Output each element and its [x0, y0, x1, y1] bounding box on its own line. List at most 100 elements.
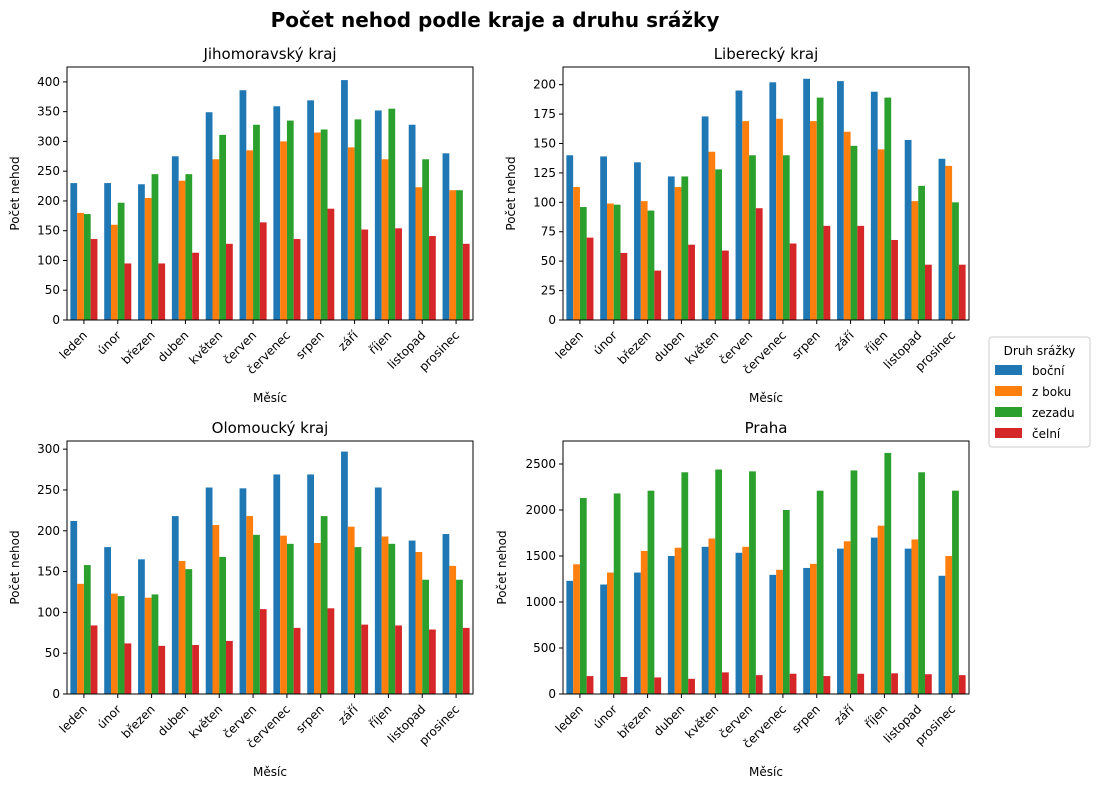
legend-box — [988, 336, 1091, 448]
x-axis-label: Měsíc — [749, 765, 783, 779]
bar — [341, 80, 348, 320]
bar — [938, 158, 946, 320]
bar — [253, 534, 260, 694]
bar — [667, 176, 675, 320]
bar — [843, 131, 851, 320]
bar — [647, 490, 655, 694]
bar — [958, 264, 966, 320]
bar — [789, 243, 797, 320]
x-axis-label: Měsíc — [253, 391, 287, 405]
x-tick-label: říjen — [862, 328, 891, 357]
bar — [918, 472, 926, 694]
bar — [341, 451, 348, 694]
x-tick-label: leden — [553, 328, 586, 361]
bar — [904, 548, 912, 694]
bar — [620, 676, 628, 694]
bar — [877, 525, 885, 694]
bar — [749, 471, 756, 694]
bar — [429, 236, 436, 320]
bar — [769, 82, 777, 320]
x-tick-label: únor — [95, 702, 124, 731]
bar — [620, 252, 628, 320]
legend-swatch — [995, 428, 1022, 438]
bar — [219, 556, 227, 694]
bar — [408, 540, 416, 694]
bar — [239, 90, 247, 320]
y-axis-label: Počet nehod — [8, 530, 22, 604]
bar — [178, 560, 186, 694]
bar — [442, 534, 450, 694]
x-tick-label: říjen — [862, 702, 891, 731]
x-tick-label: září — [831, 328, 857, 354]
bar — [415, 187, 423, 320]
bar — [674, 547, 682, 694]
bar — [891, 239, 898, 320]
bar — [722, 250, 729, 320]
bar — [138, 559, 145, 694]
bar — [449, 565, 457, 694]
bar — [911, 201, 919, 320]
x-tick-label: únor — [591, 702, 620, 731]
bar — [573, 187, 580, 320]
x-tick-label: únor — [95, 328, 124, 357]
bar — [837, 548, 844, 694]
bar — [850, 470, 858, 694]
bar — [313, 543, 321, 694]
legend-label: z boku — [1032, 385, 1071, 399]
y-tick-label: 0 — [52, 313, 60, 327]
y-axis-label: Počet nehod — [504, 156, 518, 230]
bar — [395, 625, 402, 694]
bar — [212, 159, 220, 320]
bar — [273, 474, 281, 694]
bar — [381, 159, 389, 320]
bar — [374, 110, 382, 321]
bar — [579, 498, 587, 694]
bar — [776, 118, 783, 320]
bar — [70, 183, 78, 320]
y-axis-label: Počet nehod — [495, 530, 509, 604]
bar — [226, 243, 233, 320]
bar — [809, 563, 817, 694]
bar — [803, 567, 810, 694]
bar — [769, 574, 777, 694]
bar — [462, 243, 470, 320]
bar — [151, 594, 159, 694]
bar — [110, 593, 118, 694]
bar — [117, 202, 125, 320]
bar — [667, 556, 675, 694]
bar — [640, 201, 648, 320]
bar — [654, 677, 662, 694]
bar — [449, 190, 457, 320]
bar — [144, 597, 152, 694]
bar — [945, 165, 953, 320]
y-tick-label: 100 — [37, 605, 60, 619]
bar — [843, 541, 851, 694]
bar — [442, 153, 450, 320]
y-tick-label: 1500 — [525, 549, 556, 563]
x-tick-label: září — [335, 328, 361, 354]
bar — [579, 207, 587, 320]
bar — [90, 625, 98, 694]
bar — [837, 81, 844, 321]
bar — [205, 112, 213, 321]
x-axis-label: Měsíc — [749, 391, 783, 405]
x-tick-label: květen — [186, 328, 225, 367]
bar — [110, 224, 118, 320]
bar — [83, 214, 91, 320]
bar — [273, 106, 281, 320]
bar — [327, 608, 335, 694]
bar — [381, 536, 389, 694]
x-tick-label: leden — [553, 702, 586, 735]
y-tick-label: 250 — [37, 164, 60, 178]
bar — [354, 547, 362, 694]
bar — [83, 565, 91, 694]
x-tick-label: březen — [119, 702, 158, 741]
bar — [124, 263, 132, 320]
bar — [171, 516, 179, 694]
bar — [573, 564, 580, 694]
x-tick-label: květen — [682, 328, 721, 367]
y-tick-label: 150 — [533, 136, 556, 150]
bar — [395, 228, 402, 320]
bar — [456, 579, 463, 694]
